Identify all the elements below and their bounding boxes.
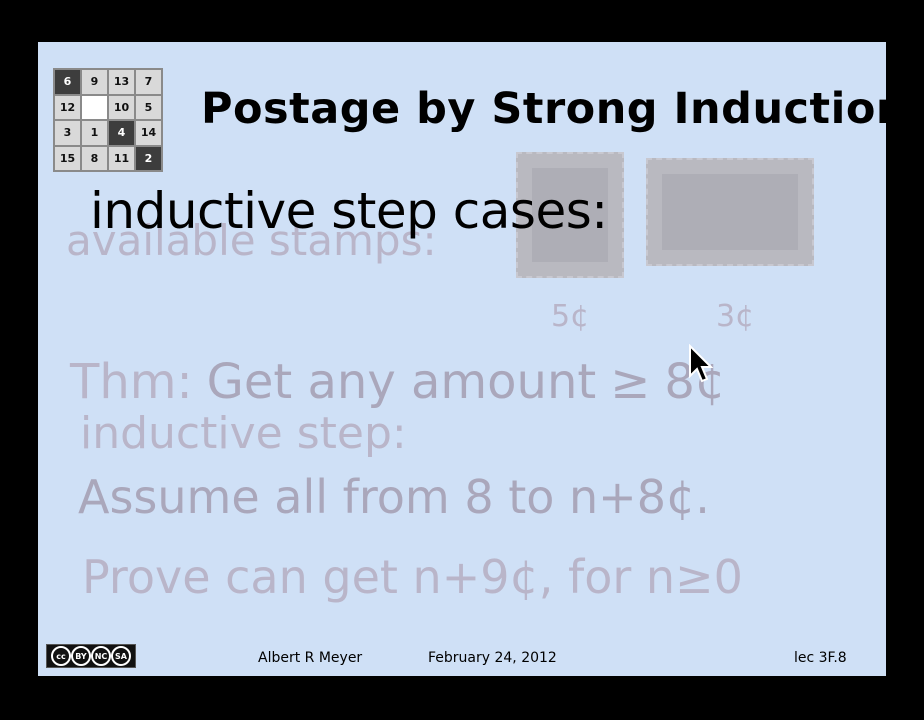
by-icon: BY [71, 646, 91, 666]
puzzle-tile: 8 [82, 146, 107, 170]
three-cent-stamp-image [646, 158, 814, 266]
puzzle-tile: 13 [109, 70, 134, 94]
mouse-pointer-icon [689, 344, 714, 383]
puzzle-blank-tile [82, 95, 107, 119]
nc-icon: NC [91, 646, 111, 666]
theorem-geq: ≥ [610, 354, 651, 410]
puzzle-tile: 5 [136, 95, 161, 119]
puzzle-tile: 3 [55, 121, 80, 145]
puzzle-tile: 12 [55, 95, 80, 119]
stamp-value-5: 5¢ [551, 299, 590, 334]
theorem-text: Get any amount [206, 354, 597, 410]
theorem-label: Thm: [70, 354, 193, 410]
footer-lecture-number: lec 3F.8 [794, 650, 847, 666]
slide: 6 9 13 7 12 10 5 3 1 4 14 15 8 11 2 Post… [38, 42, 886, 676]
puzzle-tile: 2 [136, 146, 161, 170]
prove-zero: 0 [713, 550, 743, 604]
puzzle-tile: 1 [82, 121, 107, 145]
fifteen-puzzle-logo: 6 9 13 7 12 10 5 3 1 4 14 15 8 11 2 [53, 68, 163, 172]
puzzle-tile: 4 [109, 121, 134, 145]
puzzle-tile: 10 [109, 95, 134, 119]
cc-icon: cc [51, 646, 71, 666]
inductive-step-label: inductive step: [80, 408, 407, 459]
stamp-value-3: 3¢ [716, 299, 755, 334]
puzzle-tile: 14 [136, 121, 161, 145]
theorem-line: Thm: Get any amount ≥ 8¢ [70, 354, 725, 410]
puzzle-tile: 9 [82, 70, 107, 94]
assume-line: Assume all from 8 to n+8¢. [78, 470, 710, 524]
puzzle-tile: 11 [109, 146, 134, 170]
prove-line: Prove can get n+9¢, for n≥0 [82, 550, 743, 604]
slide-title: Postage by Strong Induction [201, 84, 886, 134]
available-stamps-label: available stamps: [66, 216, 437, 265]
footer-date: February 24, 2012 [428, 650, 557, 666]
sa-icon: SA [111, 646, 131, 666]
creative-commons-badge: cc BY NC SA [46, 644, 136, 668]
slide-heading: inductive step cases: [90, 182, 608, 240]
puzzle-tile: 15 [55, 146, 80, 170]
five-cent-stamp-image [516, 152, 624, 278]
prove-geq: ≥ [675, 550, 714, 604]
puzzle-tile: 6 [55, 70, 80, 94]
prove-text: Prove can get n+9¢, for n [82, 550, 676, 604]
footer-author: Albert R Meyer [258, 650, 363, 666]
puzzle-tile: 7 [136, 70, 161, 94]
